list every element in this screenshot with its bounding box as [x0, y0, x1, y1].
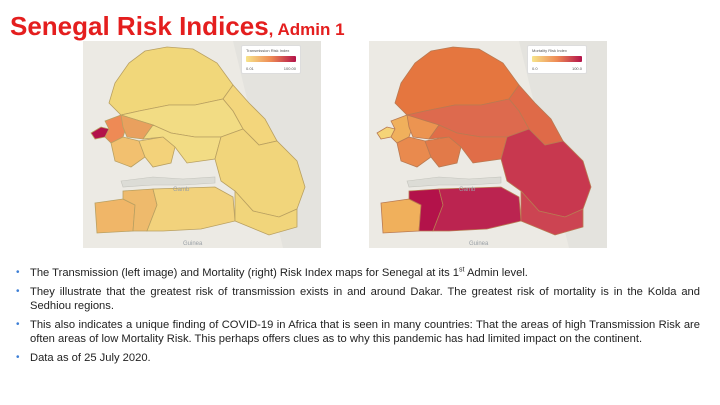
bullet-icon: • — [16, 267, 20, 278]
legend-color-bar — [246, 56, 296, 62]
legend-title: Transmission Risk Index — [246, 48, 290, 53]
bullet-item: • The Transmission (left image) and Morta… — [16, 266, 700, 280]
place-label-guinea: Guinea — [183, 241, 203, 247]
region-ziguinchor[interactable] — [380, 198, 422, 234]
region-diourbel[interactable] — [406, 114, 440, 140]
legend-color-bar — [532, 56, 582, 62]
bullet-text: Data as of 25 July 2020. — [30, 352, 151, 364]
bullet-sup: st — [459, 266, 465, 274]
legend-max: 100.0 — [571, 66, 582, 71]
bullet-text: The Transmission (left image) and Mortal… — [30, 267, 460, 279]
the-gambia — [120, 176, 216, 188]
slide-title: Senegal Risk Indices, Admin 1 — [10, 6, 345, 43]
bullet-text: They illustrate that the greatest risk o… — [30, 286, 700, 312]
slide-title-sub: , Admin 1 — [268, 20, 345, 39]
mortality-legend: Mortality Risk Index 0.0 100.0 — [527, 45, 587, 74]
bullet-list: • The Transmission (left image) and Morta… — [16, 266, 700, 370]
transmission-legend: Transmission Risk Index 0.01 100.00 — [241, 45, 301, 74]
the-gambia — [406, 176, 502, 188]
bullet-text: This also indicates a unique finding of … — [30, 319, 700, 345]
legend-min: 0.0 — [532, 66, 538, 71]
region-kedougou[interactable] — [520, 189, 584, 236]
legend-min: 0.01 — [246, 66, 254, 71]
legend-title: Mortality Risk Index — [532, 48, 567, 53]
bullet-icon: • — [16, 319, 20, 330]
place-label-gambia: Gamb — [173, 187, 190, 193]
mortality-map-svg: Gamb Guinea — [369, 41, 607, 248]
transmission-risk-map[interactable]: Gamb Guinea Transmission Risk Index 0.01… — [83, 41, 321, 248]
bullet-icon: • — [16, 286, 20, 297]
slide-title-main: Senegal Risk Indices — [10, 11, 269, 41]
bullet-icon: • — [16, 352, 20, 363]
bullet-item: • This also indicates a unique finding of… — [16, 318, 700, 346]
place-label-guinea: Guinea — [469, 241, 489, 247]
transmission-map-svg: Gamb Guinea — [83, 41, 321, 248]
bullet-item: • They illustrate that the greatest risk … — [16, 285, 700, 313]
region-diourbel[interactable] — [120, 114, 154, 140]
region-kaffrine[interactable] — [428, 124, 508, 164]
region-kolda[interactable] — [146, 186, 236, 232]
bullet-text-tail: Admin level. — [464, 267, 528, 279]
region-kolda[interactable] — [432, 186, 522, 232]
bullet-item: • Data as of 25 July 2020. — [16, 351, 700, 365]
region-ziguinchor[interactable] — [94, 198, 136, 234]
place-label-gambia: Gamb — [459, 187, 476, 193]
region-kedougou[interactable] — [234, 189, 298, 236]
region-kaffrine[interactable] — [142, 124, 222, 164]
mortality-risk-map[interactable]: Gamb Guinea Mortality Risk Index 0.0 100… — [369, 41, 607, 248]
legend-max: 100.00 — [283, 66, 296, 71]
